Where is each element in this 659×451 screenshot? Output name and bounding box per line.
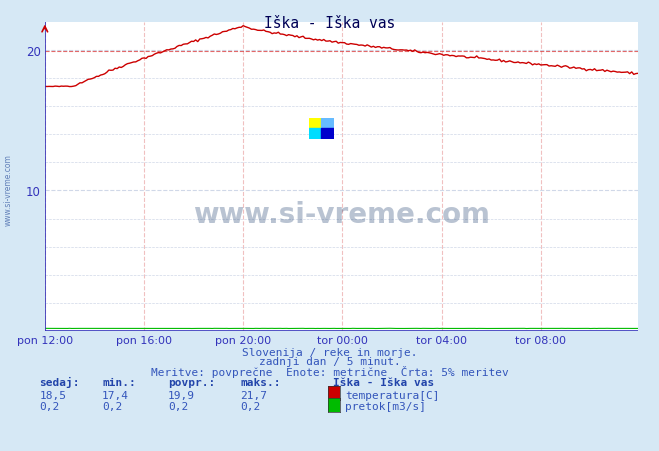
Text: 21,7: 21,7	[241, 390, 268, 400]
Text: 17,4: 17,4	[102, 390, 129, 400]
Text: zadnji dan / 5 minut.: zadnji dan / 5 minut.	[258, 356, 401, 366]
Text: Iška - Iška vas: Iška - Iška vas	[264, 16, 395, 31]
Bar	[321, 118, 333, 129]
Text: 19,9: 19,9	[168, 390, 195, 400]
Bar	[321, 129, 333, 140]
Text: Meritve: povprečne  Enote: metrične  Črta: 5% meritev: Meritve: povprečne Enote: metrične Črta:…	[151, 365, 508, 377]
Text: www.si-vreme.com: www.si-vreme.com	[4, 153, 13, 226]
Text: www.si-vreme.com: www.si-vreme.com	[193, 200, 490, 228]
Text: 0,2: 0,2	[241, 401, 261, 411]
Text: min.:: min.:	[102, 377, 136, 387]
Text: sedaj:: sedaj:	[40, 377, 80, 387]
Text: 0,2: 0,2	[40, 401, 60, 411]
Text: temperatura[C]: temperatura[C]	[345, 390, 440, 400]
Text: Iška - Iška vas: Iška - Iška vas	[333, 377, 434, 387]
Text: maks.:: maks.:	[241, 377, 281, 387]
Text: 18,5: 18,5	[40, 390, 67, 400]
Text: Slovenija / reke in morje.: Slovenija / reke in morje.	[242, 347, 417, 357]
Text: 0,2: 0,2	[168, 401, 188, 411]
Text: 0,2: 0,2	[102, 401, 123, 411]
Bar	[309, 129, 321, 140]
Text: povpr.:: povpr.:	[168, 377, 215, 387]
Bar	[309, 118, 321, 129]
Text: pretok[m3/s]: pretok[m3/s]	[345, 401, 426, 411]
